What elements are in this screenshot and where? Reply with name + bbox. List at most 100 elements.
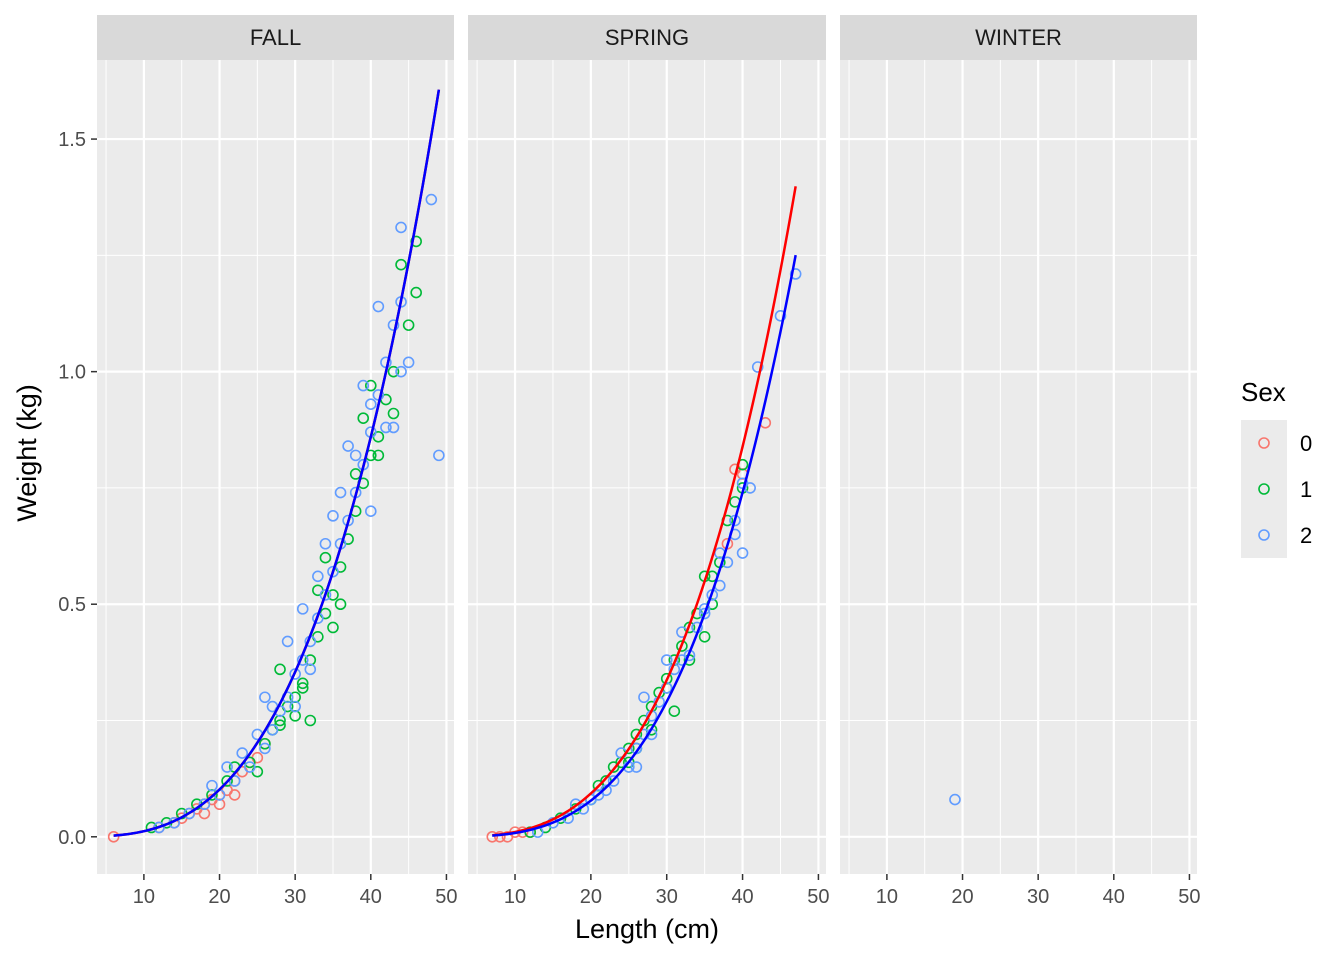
- data-point-sex-2: [660, 654, 673, 666]
- legend-key-background: [1241, 420, 1287, 558]
- legend-key-sex-0: [1258, 437, 1270, 449]
- y-tick-label: 1.5: [58, 129, 86, 151]
- data-point-sex-2: [266, 724, 279, 736]
- legend: Sex 0 1 2: [1241, 377, 1312, 558]
- x-tick-label: 50: [1178, 886, 1200, 908]
- x-tick-label: 50: [807, 886, 829, 908]
- x-tick-label: 20: [580, 886, 602, 908]
- data-point-sex-2: [365, 398, 377, 411]
- x-tick-label: 40: [1103, 886, 1125, 908]
- data-point-sex-2: [698, 607, 711, 620]
- legend-key-sex-2: [1258, 529, 1270, 541]
- y-axis-title: Weight (kg): [12, 384, 42, 522]
- data-point-sex-2: [380, 421, 392, 434]
- data-point-sex-2: [387, 421, 400, 434]
- data-point-sex-2: [630, 761, 643, 773]
- data-point-sex-2: [365, 505, 377, 517]
- data-point-sex-2: [789, 268, 802, 280]
- data-point-sex-1: [357, 412, 370, 424]
- data-point-sex-1: [221, 775, 233, 787]
- data-point-sex-2: [327, 565, 339, 578]
- data-point-sex-1: [304, 714, 317, 727]
- facet-strip-fall: FALL: [97, 15, 454, 60]
- data-point-sex-2: [228, 775, 241, 787]
- y-tick-label: 1.0: [58, 362, 86, 384]
- panel-spring: [468, 60, 826, 874]
- x-tick-label: 30: [284, 886, 306, 908]
- data-point-sex-1: [274, 663, 286, 676]
- data-point-sex-1: [296, 682, 309, 694]
- x-tick-label: 30: [1027, 886, 1049, 908]
- data-point-sex-2: [259, 742, 271, 755]
- data-point-sex-1: [395, 258, 407, 271]
- data-point-sex-2: [349, 449, 362, 462]
- data-point-sex-1: [296, 677, 309, 690]
- facet-strip-spring: SPRING: [468, 15, 826, 60]
- data-point-sex-1: [698, 630, 711, 643]
- data-point-sex-2: [395, 365, 407, 378]
- data-point-sex-2: [600, 784, 612, 797]
- data-point-sex-2: [751, 361, 764, 373]
- data-point-sex-2: [569, 798, 582, 811]
- legend-title: Sex: [1241, 377, 1286, 407]
- facet-label-spring: SPRING: [605, 25, 689, 50]
- x-tick-label: 20: [208, 886, 230, 908]
- panel-fall: [97, 60, 454, 874]
- data-point-sex-2: [372, 300, 385, 313]
- data-point-sex-2: [425, 193, 438, 206]
- x-tick-label: 10: [133, 886, 155, 908]
- y-tick-label: 0.0: [58, 827, 86, 849]
- facet-strip-winter: WINTER: [840, 15, 1197, 60]
- data-point-sex-2: [221, 761, 233, 773]
- x-tick-label: 20: [951, 886, 973, 908]
- data-point-sex-2: [289, 700, 301, 713]
- data-point-sex-0: [107, 830, 120, 843]
- data-point-sex-1: [387, 365, 400, 378]
- facet-label-winter: WINTER: [975, 25, 1062, 50]
- x-tick-label: 10: [876, 886, 898, 908]
- data-point-sex-1: [387, 407, 400, 420]
- legend-label-sex-1: 1: [1300, 477, 1312, 502]
- grid-layer: [97, 60, 1197, 874]
- legend-items: 0 1 2: [1241, 420, 1312, 558]
- data-point-sex-1: [327, 621, 339, 634]
- data-point-sex-2: [744, 482, 756, 494]
- data-point-sex-1: [402, 319, 415, 331]
- fit-line-spring-sex-2: [492, 254, 797, 837]
- data-point-sex-1: [334, 598, 347, 611]
- y-tick-label: 0.5: [58, 594, 86, 616]
- panel-winter: [840, 60, 1197, 874]
- data-point-sex-2: [638, 691, 650, 704]
- data-point-sex-2: [183, 807, 196, 820]
- data-point-sex-0: [494, 830, 506, 843]
- facet-label-fall: FALL: [250, 25, 301, 50]
- data-point-sex-2: [334, 486, 347, 499]
- data-point-sex-2: [736, 547, 749, 559]
- data-point-sex-2: [319, 537, 332, 550]
- data-point-sex-2: [327, 510, 339, 522]
- data-point-sex-1: [607, 761, 620, 773]
- data-point-sex-1: [410, 235, 422, 248]
- x-tick-label: 30: [656, 886, 678, 908]
- data-point-sex-2: [312, 570, 324, 583]
- data-point-sex-1: [410, 286, 422, 299]
- legend-label-sex-0: 0: [1300, 431, 1312, 456]
- x-tick-label: 10: [504, 886, 526, 908]
- fit-line-spring-sex-0: [492, 186, 797, 837]
- data-point-sex-1: [372, 449, 385, 462]
- legend-label-sex-2: 2: [1300, 523, 1312, 548]
- axes-layer: 10 20 30 40 50 10 20 30 40 50 10 20 30 40 50 0.0 0.5 1.0 1…: [58, 129, 1200, 908]
- data-point-sex-2: [387, 319, 400, 331]
- data-point-sex-2: [607, 775, 620, 787]
- x-tick-label: 50: [435, 886, 457, 908]
- data-point-sex-2: [357, 379, 370, 392]
- data-point-sex-1: [319, 551, 332, 564]
- data-point-sex-0: [486, 830, 499, 843]
- data-point-sex-2: [402, 356, 415, 369]
- data-point-sex-2: [236, 747, 249, 759]
- data-point-sex-0: [228, 789, 241, 801]
- data-point-sex-2: [319, 589, 332, 601]
- data-point-sex-2: [281, 635, 294, 648]
- data-point-sex-2: [433, 449, 445, 462]
